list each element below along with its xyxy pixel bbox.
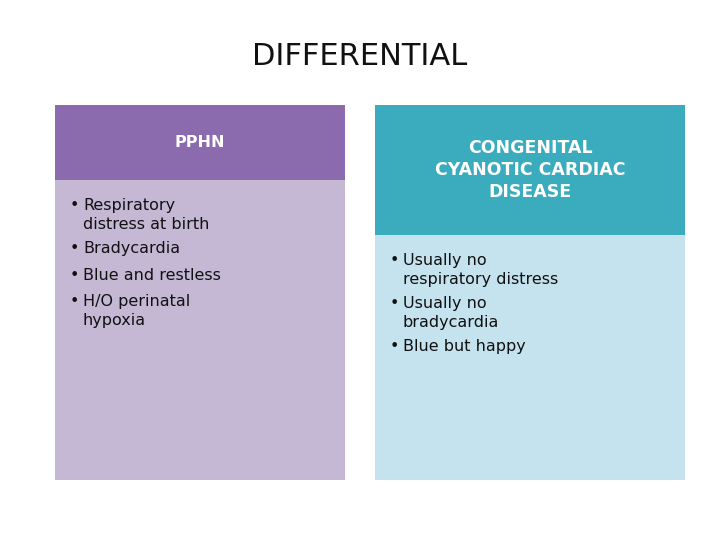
Text: •: • <box>390 253 400 268</box>
Text: CONGENITAL
CYANOTIC CARDIAC
DISEASE: CONGENITAL CYANOTIC CARDIAC DISEASE <box>435 139 625 201</box>
Text: Bradycardia: Bradycardia <box>83 241 180 256</box>
Text: •: • <box>390 296 400 311</box>
Bar <box>55 180 345 480</box>
Text: •: • <box>70 294 79 309</box>
Text: •: • <box>390 339 400 354</box>
Bar <box>375 105 685 235</box>
Bar <box>375 235 685 480</box>
Text: PPHN: PPHN <box>175 135 225 150</box>
Text: •: • <box>70 267 79 282</box>
Text: DIFFERENTIAL: DIFFERENTIAL <box>253 42 467 71</box>
Bar <box>55 105 345 180</box>
Text: •: • <box>70 241 79 256</box>
Text: Usually no
bradycardia: Usually no bradycardia <box>403 296 500 329</box>
Text: Respiratory
distress at birth: Respiratory distress at birth <box>83 198 210 232</box>
Text: H/O perinatal
hypoxia: H/O perinatal hypoxia <box>83 294 190 328</box>
Text: •: • <box>70 198 79 213</box>
Text: Blue but happy: Blue but happy <box>403 339 526 354</box>
Text: Usually no
respiratory distress: Usually no respiratory distress <box>403 253 558 287</box>
Text: Blue and restless: Blue and restless <box>83 267 221 282</box>
